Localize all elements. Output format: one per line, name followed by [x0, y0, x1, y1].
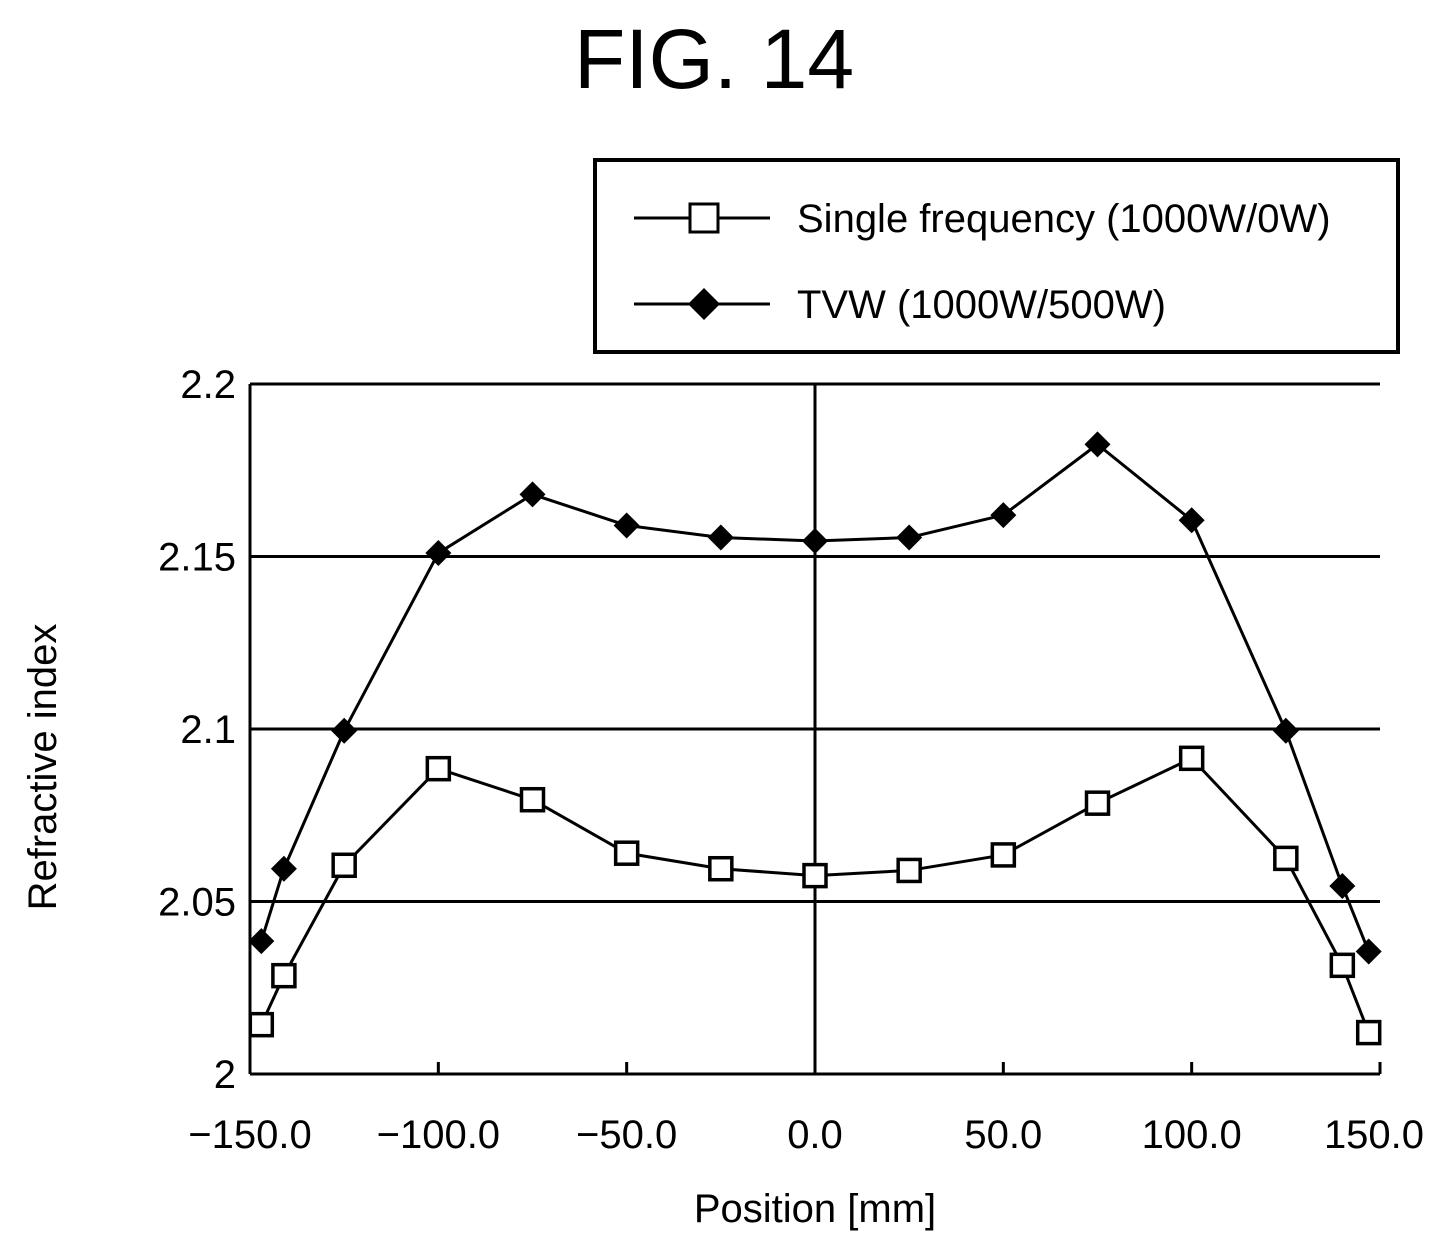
data-point-square — [896, 857, 922, 884]
data-point-square — [331, 852, 357, 879]
data-point-diamond — [613, 512, 640, 539]
legend-marker-filled-diamond — [688, 288, 720, 320]
data-point-square — [1084, 790, 1111, 816]
data-point-square — [425, 755, 452, 782]
x-tick-label: −100.0 — [377, 1113, 500, 1157]
x-tick-label: −50.0 — [576, 1113, 677, 1157]
x-axis-label: Position [mm] — [694, 1187, 936, 1231]
data-point-square — [1178, 745, 1205, 772]
legend-marker-open-square — [688, 202, 720, 234]
y-tick-label: 2.2 — [180, 363, 236, 407]
data-point-square — [613, 840, 640, 866]
data-point-square — [1329, 952, 1356, 979]
data-point-diamond — [1355, 938, 1382, 965]
series-group — [248, 431, 1382, 1046]
y-tick-label: 2.15 — [158, 536, 236, 580]
data-point-diamond — [990, 502, 1017, 529]
series-0 — [248, 745, 1382, 1046]
x-tick-labels: −150.0 −100.0 −50.0 0.0 50.0 100.0 150.0 — [188, 1113, 1424, 1157]
y-tick-label: 2 — [214, 1053, 236, 1097]
data-point-square — [519, 786, 546, 813]
data-point-square — [990, 842, 1017, 868]
data-point-square — [248, 1011, 275, 1038]
data-point-diamond — [1178, 507, 1205, 534]
y-tick-label: 2.1 — [180, 708, 236, 752]
series-1 — [248, 431, 1382, 965]
axes — [248, 382, 1382, 1076]
data-point-diamond — [331, 717, 358, 744]
data-point-diamond — [1329, 872, 1356, 899]
legend-box — [593, 158, 1400, 354]
data-point-diamond — [270, 855, 297, 882]
y-tick-labels: 2 2.05 2.1 2.15 2.2 — [158, 363, 236, 1097]
x-tick-label: 50.0 — [964, 1113, 1042, 1157]
x-tick-label: 0.0 — [787, 1113, 843, 1157]
y-tick-label: 2.05 — [158, 881, 236, 925]
data-point-diamond — [425, 540, 452, 567]
data-point-square — [1273, 845, 1299, 872]
x-tick-label: −150.0 — [188, 1113, 311, 1157]
data-point-square — [708, 855, 734, 882]
data-point-square — [271, 962, 297, 989]
data-point-diamond — [1084, 431, 1111, 458]
x-tick-label: 150.0 — [1324, 1113, 1424, 1157]
data-point-diamond — [1272, 717, 1299, 744]
data-point-diamond — [519, 481, 546, 508]
legend-label-single-frequency: Single frequency (1000W/0W) — [797, 197, 1331, 241]
y-axis-label: Refractive index — [21, 624, 65, 911]
data-point-diamond — [248, 928, 275, 955]
data-point-diamond — [802, 527, 828, 554]
data-point-diamond — [896, 524, 923, 551]
legend: Single frequency (1000W/0W) TVW (1000W/5… — [593, 158, 1400, 354]
chart-title: FIG. 14 — [574, 12, 854, 106]
legend-label-tvw: TVW (1000W/500W) — [797, 283, 1166, 327]
data-point-square — [1355, 1019, 1382, 1046]
x-tick-label: 100.0 — [1142, 1113, 1242, 1157]
data-point-diamond — [707, 524, 734, 551]
data-point-square — [802, 862, 828, 889]
